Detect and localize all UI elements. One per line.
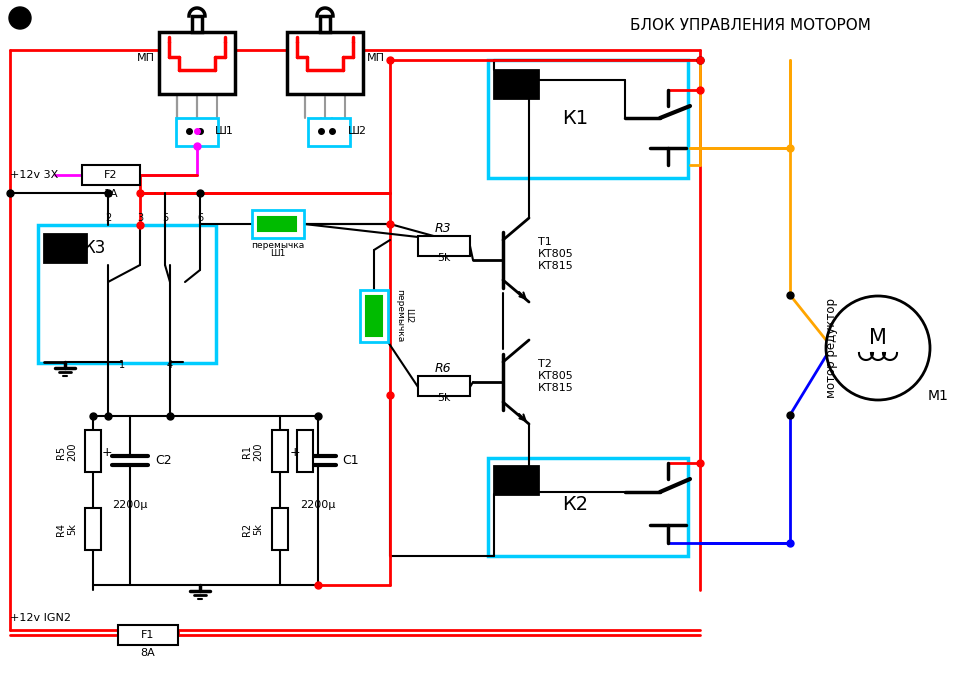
Text: R5: R5 [56, 445, 66, 458]
Text: КТ805: КТ805 [538, 371, 574, 381]
Bar [272, 430, 288, 472]
Text: мотор редуктор: мотор редуктор [826, 298, 838, 398]
Bar [287, 32, 363, 94]
Text: R2: R2 [242, 522, 252, 536]
Text: перемычка: перемычка [395, 289, 404, 343]
Bar [192, 16, 202, 32]
Text: 5k: 5k [67, 523, 77, 535]
Text: 6: 6 [197, 213, 204, 223]
Text: 5k: 5k [437, 253, 451, 263]
Bar [85, 508, 101, 550]
Text: 2200μ: 2200μ [300, 500, 336, 510]
Text: 1А: 1А [104, 189, 118, 199]
Text: Ш2: Ш2 [404, 308, 413, 324]
Text: М: М [869, 328, 887, 348]
Bar [494, 466, 538, 494]
Bar [118, 625, 178, 645]
Text: 200: 200 [67, 443, 77, 461]
Bar [85, 430, 101, 472]
Text: R6: R6 [435, 361, 451, 375]
Text: C1: C1 [342, 454, 359, 466]
Bar [44, 234, 86, 262]
Text: C2: C2 [155, 454, 172, 466]
Text: КТ815: КТ815 [538, 383, 574, 393]
Text: Ш1: Ш1 [271, 249, 286, 259]
Text: 8А: 8А [140, 648, 156, 658]
Bar [494, 70, 538, 98]
Text: 5k: 5k [253, 523, 263, 535]
Text: Ш2: Ш2 [348, 126, 367, 136]
Text: КТ815: КТ815 [538, 261, 574, 271]
Text: F1: F1 [141, 630, 155, 640]
Bar [366, 296, 382, 336]
Bar [258, 217, 296, 231]
Text: Ш1: Ш1 [215, 126, 234, 136]
Text: 5: 5 [162, 213, 168, 223]
Bar [418, 236, 470, 256]
Text: 5k: 5k [437, 393, 451, 403]
Text: БЛОК УПРАВЛЕНИЯ МОТОРОМ: БЛОК УПРАВЛЕНИЯ МОТОРОМ [630, 18, 871, 33]
Bar [272, 508, 288, 550]
Text: М1: М1 [927, 389, 948, 403]
Bar [159, 32, 235, 94]
Text: R4: R4 [56, 523, 66, 536]
Bar [320, 16, 330, 32]
Text: R1: R1 [242, 445, 252, 458]
Bar [252, 210, 304, 238]
Text: 3: 3 [137, 213, 143, 223]
Bar [308, 118, 350, 146]
Bar [297, 430, 313, 472]
Bar [176, 118, 218, 146]
Text: +: + [102, 445, 112, 458]
Bar [488, 60, 688, 178]
Text: КТ805: КТ805 [538, 249, 574, 259]
Bar [418, 376, 470, 396]
Text: +: + [290, 445, 300, 458]
Text: МП: МП [367, 53, 385, 63]
Bar [360, 290, 388, 342]
Text: Т2: Т2 [538, 359, 552, 369]
Bar [488, 458, 688, 556]
Bar [82, 165, 140, 185]
Text: К1: К1 [562, 109, 588, 128]
Text: R3: R3 [435, 221, 451, 234]
Text: +12v 3Х: +12v 3Х [10, 170, 59, 180]
Text: 4: 4 [167, 360, 173, 370]
Circle shape [826, 296, 930, 400]
Bar [38, 225, 216, 363]
Text: МП: МП [137, 53, 155, 63]
Circle shape [9, 7, 31, 29]
Text: перемычка: перемычка [252, 240, 304, 249]
Text: 200: 200 [253, 443, 263, 461]
Text: F2: F2 [105, 170, 118, 180]
Text: 1: 1 [119, 360, 125, 370]
Text: К3: К3 [84, 239, 107, 257]
Text: +12v IGN2: +12v IGN2 [10, 613, 71, 623]
Text: К2: К2 [562, 496, 588, 515]
Text: 2200μ: 2200μ [112, 500, 148, 510]
Text: Т1: Т1 [538, 237, 552, 247]
Text: 2: 2 [105, 213, 111, 223]
